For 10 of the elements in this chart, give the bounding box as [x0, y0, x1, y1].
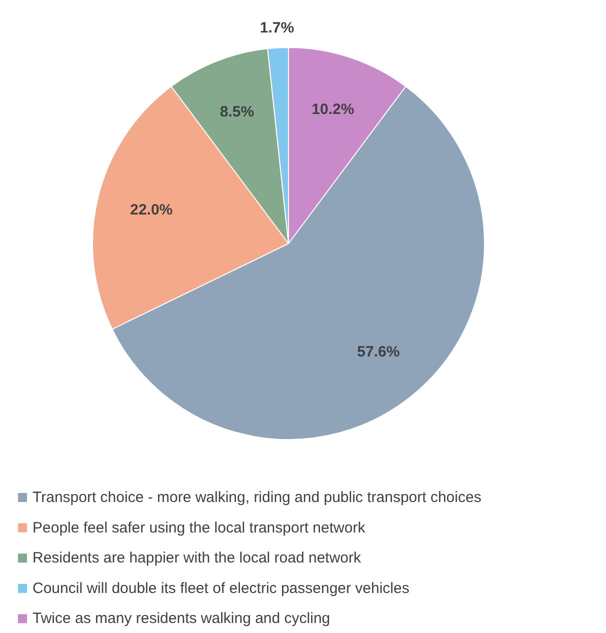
- data-label: 10.2%: [312, 101, 354, 118]
- data-label: 22.0%: [130, 202, 173, 219]
- legend-label: Residents are happier with the local road network: [32, 550, 362, 567]
- legend-label: Council will double its fleet of electric passenger vehicles: [32, 580, 410, 597]
- data-label: 57.6%: [357, 344, 400, 361]
- legend-label: Transport choice - more walking, riding and public transport choices: [32, 489, 482, 506]
- legend-label: People feel safer using the local transport network: [32, 519, 366, 536]
- data-label: 8.5%: [220, 104, 254, 121]
- data-label: 1.7%: [260, 20, 294, 37]
- legend-label: Twice as many residents walking and cycling: [32, 610, 330, 628]
